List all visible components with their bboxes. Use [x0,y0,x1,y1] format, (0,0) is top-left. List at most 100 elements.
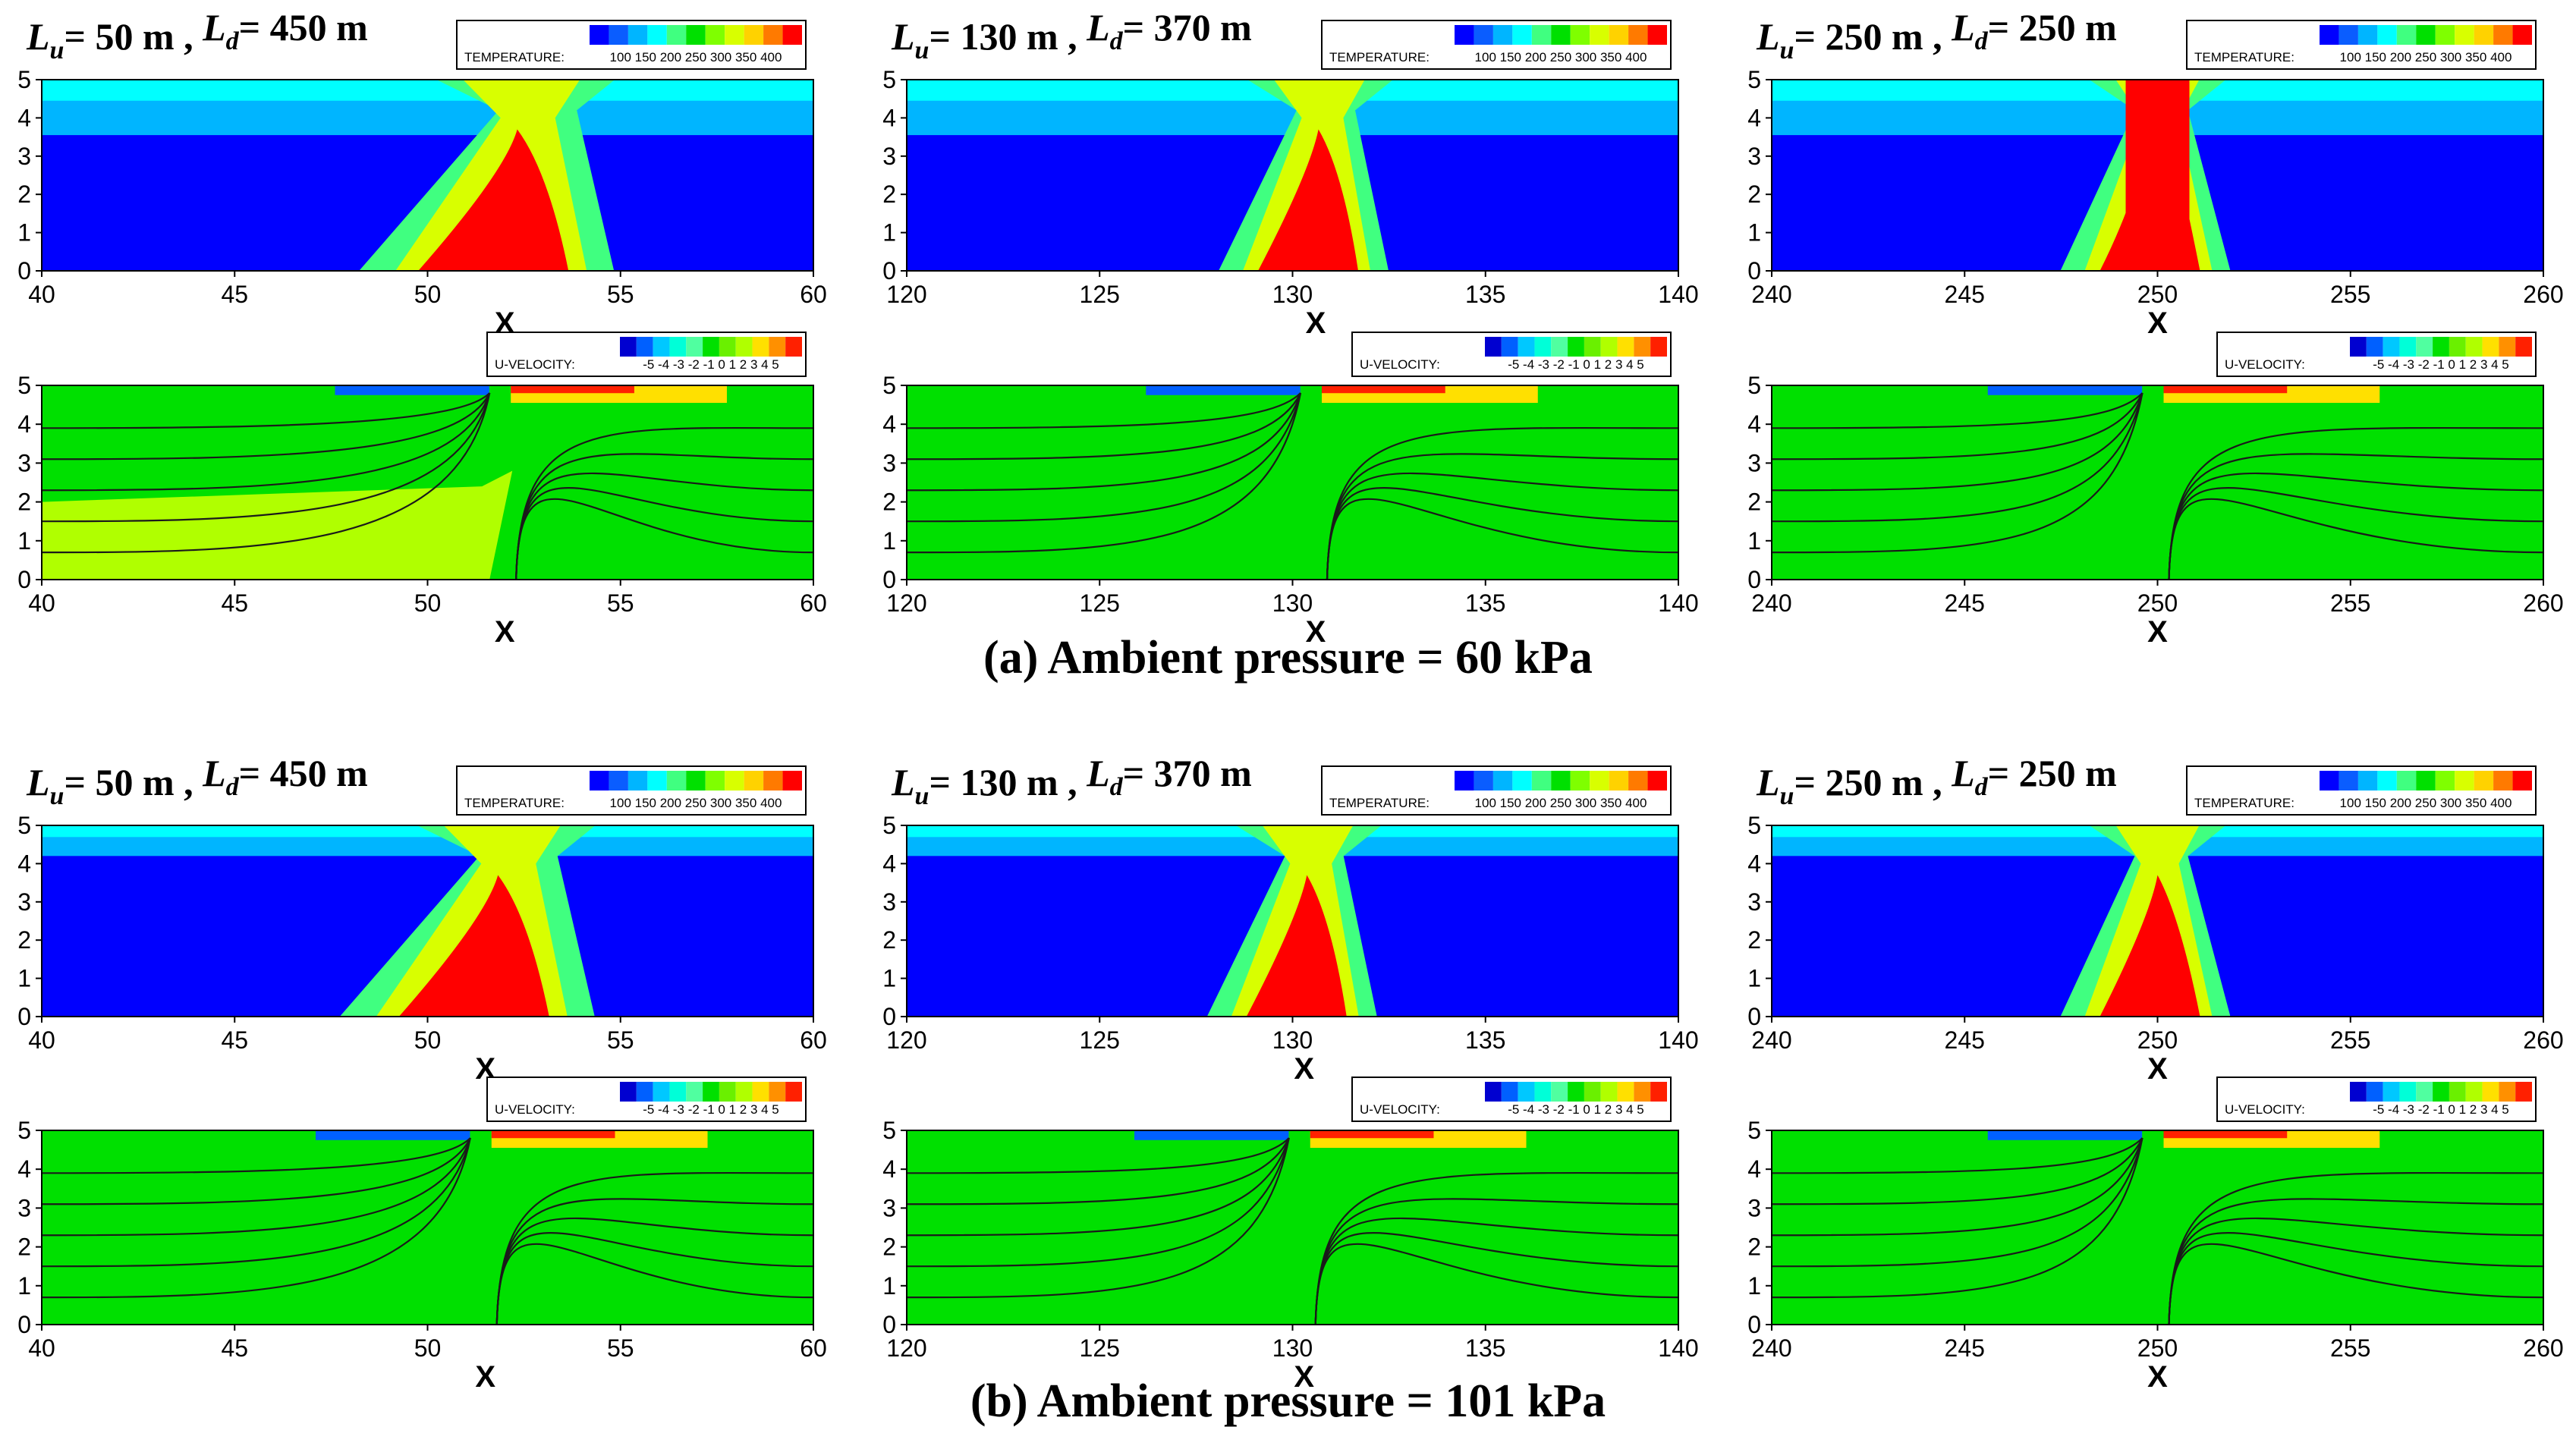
x-tick-label: 135 [1465,1334,1505,1362]
title-subscript: d [1110,773,1124,801]
streamline-upstream [907,392,1302,492]
legend-swatch [1568,1082,1584,1102]
title-subscript: u [915,36,929,64]
x-tick-label: 245 [1945,589,1985,617]
legend-ticks: -5 -4 -3 -2 -1 0 1 2 3 4 5 [2373,1102,2509,1117]
legend-swatch [2357,25,2378,45]
legend-ticks: -5 -4 -3 -2 -1 0 1 2 3 4 5 [643,1102,779,1117]
y-tick-label: 3 [1747,888,1761,916]
streamline-upstream [907,392,1302,460]
legend-swatch [1474,25,1493,45]
x-tick-label: 50 [414,1334,442,1362]
x-tick-label: 250 [2137,281,2178,308]
title-part: L [202,6,226,49]
legend-ticks: 100 150 200 250 300 350 400 [610,50,782,64]
legend-swatch [627,771,648,791]
title-part: = 450 m [239,752,368,794]
x-tick-label: 120 [886,1026,926,1054]
streamline-upstream [42,392,491,460]
y-tick-label: 4 [17,850,31,877]
y-tick-label: 2 [17,926,31,954]
legend-swatch [2357,771,2378,791]
legend-swatch [1590,771,1609,791]
y-tick-label: 1 [882,1272,896,1300]
x-tick-label: 60 [800,281,827,308]
title-part: = 250 m , [1794,761,1952,803]
legend-swatch [609,25,628,45]
y-tick-label: 2 [1747,1234,1761,1261]
velocity-jet-core [2163,1130,2288,1139]
x-tick-label: 260 [2523,589,2563,617]
legend-title: TEMPERATURE: [464,796,565,810]
legend-swatch [1584,1082,1601,1102]
legend-swatch [2499,337,2516,357]
x-tick-label: 240 [1751,589,1791,617]
legend-swatch [2416,771,2436,791]
legend-swatch [609,771,628,791]
legend-ticks: 100 150 200 250 300 350 400 [2340,50,2512,64]
title-part: = 370 m [1123,6,1252,49]
title-subscript: u [1780,782,1794,810]
x-tick-label: 120 [886,1334,926,1362]
y-tick-label: 1 [1747,1272,1761,1300]
y-tick-label: 0 [882,1311,896,1338]
y-tick-label: 0 [1747,257,1761,284]
legend-swatch [2499,1082,2516,1102]
panel-velocity-r1-c1: 0 1 2 3 4 5 120 125 130 135 140 X U-VELOCITY: -5 -4 -… [882,1077,1699,1394]
y-tick-label: 0 [882,257,896,284]
y-tick-label: 3 [17,888,31,916]
legend-swatch [1485,1082,1502,1102]
temp-plume-core [398,875,549,1017]
legend-swatch [2465,337,2483,357]
temp-layer-top [42,80,813,101]
legend-swatch [1628,771,1648,791]
temp-plume-core [1246,875,1347,1017]
legend-swatch [725,25,744,45]
title-part: L [891,15,915,58]
legend-swatch [2377,771,2397,791]
case-title-r1-c0: Lu= 50 m , Ld= 450 m [26,752,368,810]
y-tick-label: 5 [882,812,896,839]
x-tick-label: 250 [2137,1026,2178,1054]
x-tick-label: 250 [2137,589,2178,617]
legend-swatch [1570,771,1590,791]
legend-swatch [627,25,648,45]
x-tick-label: 135 [1465,589,1505,617]
y-tick-label: 0 [17,257,31,284]
legend-ticks: 100 150 200 250 300 350 400 [1475,796,1647,810]
legend-swatch [705,771,725,791]
legend-swatch [725,771,744,791]
legend-swatch [590,25,609,45]
y-tick-label: 5 [1747,1117,1761,1144]
legend-swatch [636,1082,653,1102]
streamline-upstream [1772,392,2144,429]
legend-swatch [2493,771,2513,791]
legend-swatch [1628,25,1648,45]
y-tick-label: 2 [882,1234,896,1261]
streamline-upstream [907,392,1302,523]
x-tick-label: 125 [1080,1334,1120,1362]
legend-swatch [1518,337,1535,357]
legend-swatch [2449,1082,2466,1102]
title-subscript: u [915,782,929,810]
legend-swatch [1455,25,1474,45]
legend-swatch [1650,1082,1667,1102]
legend-title: U-VELOCITY: [2225,1102,2305,1117]
x-axis-label: X [1306,306,1326,340]
velocity-backflow [1146,385,1301,395]
legend-swatch [686,25,706,45]
velocity-backflow [1987,385,2143,395]
legend-ticks: -5 -4 -3 -2 -1 0 1 2 3 4 5 [1508,1102,1644,1117]
legend-swatch [686,1082,703,1102]
streamline-upstream [1772,392,2144,492]
title-part: = 250 m [1988,752,2117,794]
y-tick-label: 3 [1747,143,1761,170]
velocity-jet-core [1310,1130,1434,1139]
legend-ticks: -5 -4 -3 -2 -1 0 1 2 3 4 5 [1508,357,1644,372]
temp-plume-core [2099,875,2200,1017]
y-tick-label: 0 [17,1311,31,1338]
legend-swatch [1551,25,1571,45]
y-tick-label: 5 [17,812,31,839]
